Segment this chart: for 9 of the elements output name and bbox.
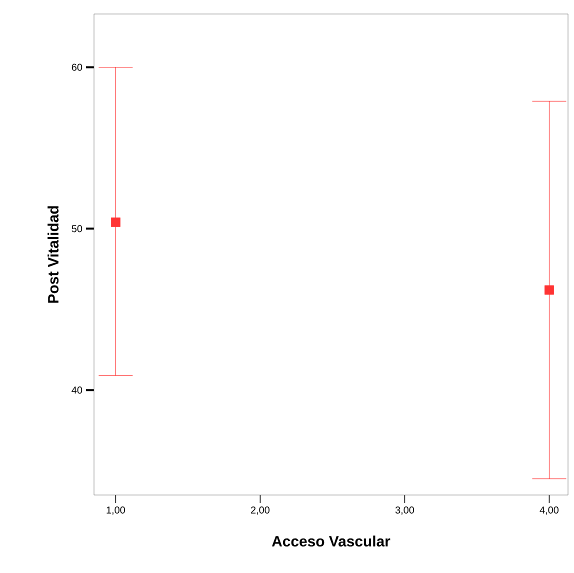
y-tick-label: 50 (72, 225, 82, 232)
y-axis-title: Post Vitalidad (48, 206, 59, 303)
y-tick-label: 60 (72, 64, 82, 71)
x-tick-label: 4,00 (540, 506, 559, 515)
x-tick-label: 2,00 (251, 506, 270, 515)
x-tick-label: 1,00 (106, 506, 125, 515)
x-axis-title: Acceso Vascular (272, 536, 390, 547)
x-tick-label: 3,00 (395, 506, 414, 515)
y-tick-label: 40 (72, 386, 82, 394)
